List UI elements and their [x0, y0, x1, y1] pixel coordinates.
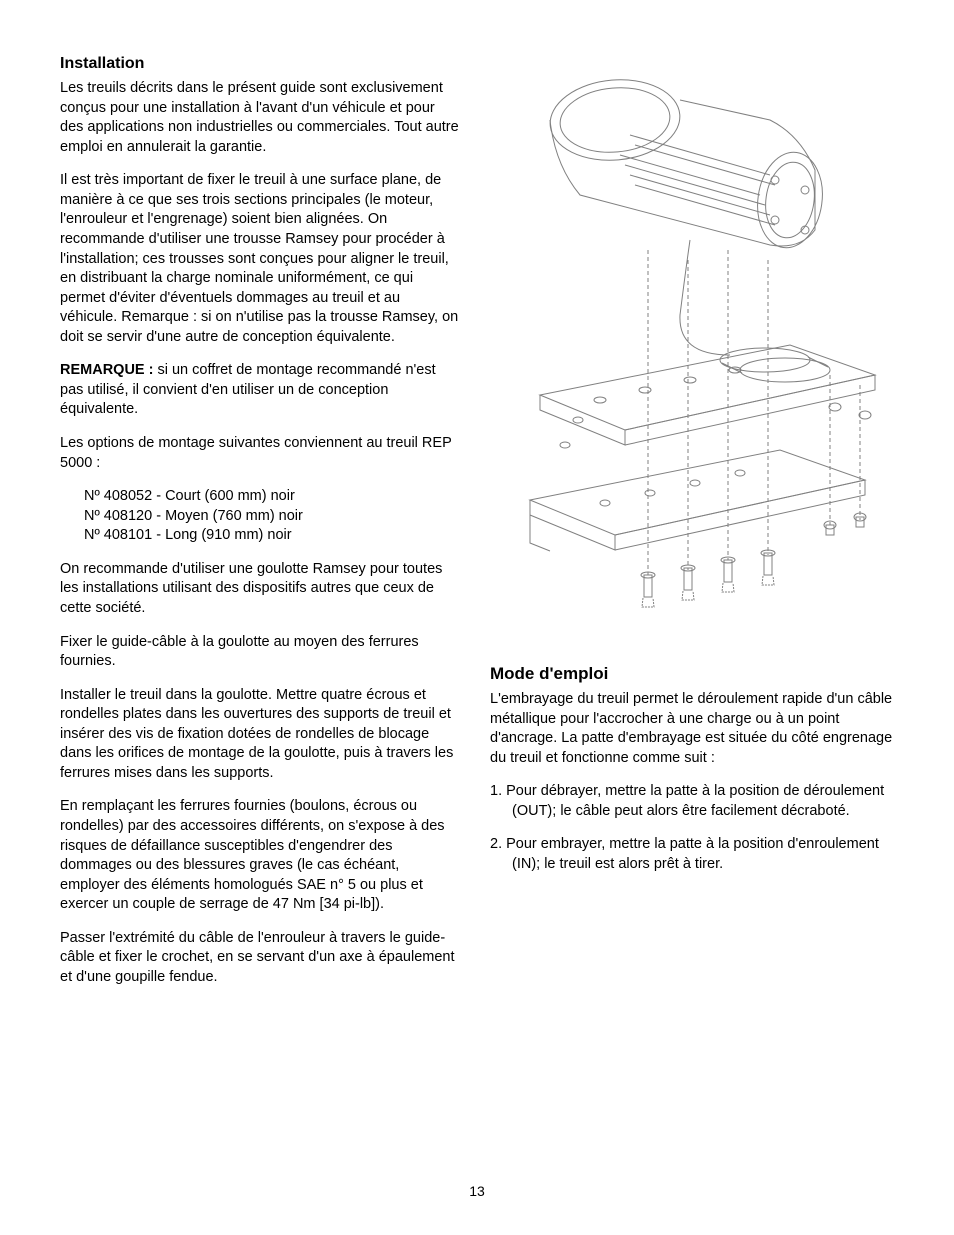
mounting-options-list: Nº 408052 - Court (600 mm) noir Nº 40812… [84, 487, 460, 546]
mode-emploi-para-1: L'embrayage du treuil permet le déroulem… [490, 690, 900, 768]
installation-para-8: En remplaçant les ferrures fournies (bou… [60, 797, 460, 914]
mode-emploi-item-2: 2. Pour embrayer, mettre la patte à la p… [490, 835, 900, 874]
installation-para-9: Passer l'extrémité du câble de l'enroule… [60, 929, 460, 988]
installation-para-1: Les treuils décrits dans le présent guid… [60, 79, 460, 157]
installation-para-6: Fixer le guide-câble à la goulotte au mo… [60, 633, 460, 672]
mode-emploi-list: 1. Pour débrayer, mettre la patte à la p… [490, 782, 900, 874]
winch-assembly-diagram [490, 65, 885, 620]
installation-para-5: On recommande d'utiliser une goulotte Ra… [60, 560, 460, 619]
page-content: Installation Les treuils décrits dans le… [60, 55, 894, 1002]
remarque-label: REMARQUE : [60, 362, 157, 378]
right-column: Mode d'emploi L'embrayage du treuil perm… [490, 55, 900, 1002]
installation-para-3: REMARQUE : si un coffret de montage reco… [60, 361, 460, 420]
page-number: 13 [0, 1183, 954, 1199]
installation-para-4: Les options de montage suivantes convien… [60, 434, 460, 473]
option-2: Nº 408120 - Moyen (760 mm) noir [84, 507, 460, 527]
option-3: Nº 408101 - Long (910 mm) noir [84, 526, 460, 546]
mode-emploi-item-1: 1. Pour débrayer, mettre la patte à la p… [490, 782, 900, 821]
option-1: Nº 408052 - Court (600 mm) noir [84, 487, 460, 507]
left-column: Installation Les treuils décrits dans le… [60, 55, 460, 1002]
installation-heading: Installation [60, 55, 460, 73]
installation-para-7: Installer le treuil dans la goulotte. Me… [60, 686, 460, 784]
mode-emploi-heading: Mode d'emploi [490, 664, 900, 684]
installation-para-2: Il est très important de fixer le treuil… [60, 171, 460, 347]
